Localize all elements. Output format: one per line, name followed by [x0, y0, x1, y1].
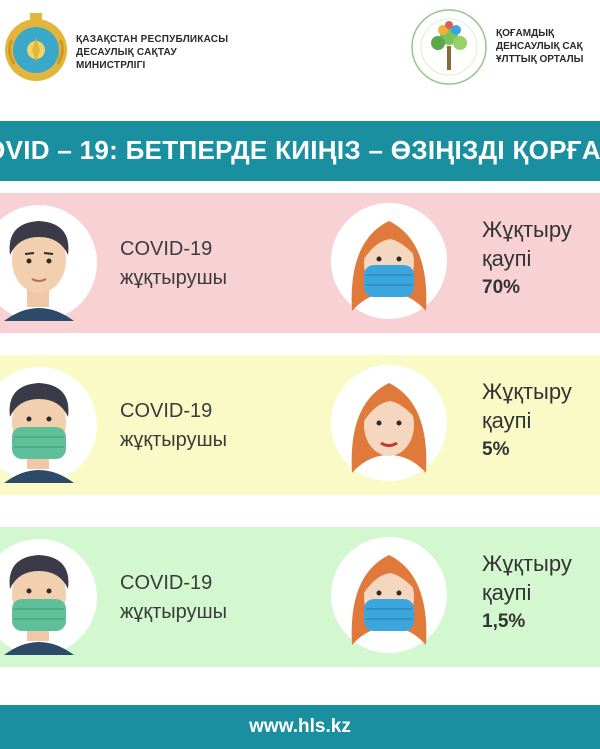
ministry-line: ҚАЗАҚСТАН РЕСПУБЛИКАСЫ [76, 34, 229, 45]
risk-title: Жұқтыру [482, 379, 572, 404]
ncph-line: ҚОҒАМДЫҚ [496, 28, 555, 39]
risk-label: Жұқтыру қаупі 70% [482, 215, 572, 302]
title-banner: COVID – 19: БЕТПЕРДЕ КИІҢІЗ – ӨЗІҢІЗДІ Қ… [0, 121, 600, 181]
carrier-title: COVID-19 [120, 238, 213, 260]
ncph-line: ҰЛТТЫҚ ОРТАЛЫ [496, 54, 584, 65]
woman-face-masked-icon [331, 537, 447, 653]
risk-percent: 1,5% [482, 611, 526, 632]
risk-title: Жұқтыру [482, 551, 572, 576]
website-link[interactable]: www.hls.kz [249, 716, 351, 737]
man-face-icon [0, 205, 97, 321]
page-title: COVID – 19: БЕТПЕРДЕ КИІҢІЗ – ӨЗІҢІЗДІ Қ… [0, 135, 600, 165]
footer-bar: www.hls.kz [0, 705, 600, 749]
ncph-name: ҚОҒАМДЫҚ ДЕНСАУЛЫҚ САҚ ҰЛТТЫҚ ОРТАЛЫ [496, 27, 583, 66]
risk-subtitle: қаупі [482, 246, 532, 271]
man-face-masked-icon [0, 539, 97, 655]
risk-subtitle: қаупі [482, 580, 532, 605]
carrier-title: COVID-19 [120, 400, 213, 422]
state-emblem-icon [5, 13, 67, 81]
carrier-subtitle: жұқтырушы [120, 601, 227, 623]
carrier-label: COVID-19 жұқтырушы [120, 569, 227, 627]
scenario-row: COVID-19 жұқтырушы Жұқтыру қаупі 5% [0, 355, 600, 495]
woman-face-masked-icon [331, 203, 447, 319]
risk-label: Жұқтыру қаупі 1,5% [482, 549, 572, 636]
header: ҚАЗАҚСТАН РЕСПУБЛИКАСЫ ДЕСАУЛЫҚ САҚТАУ М… [0, 0, 600, 100]
woman-face-icon [331, 365, 447, 481]
carrier-label: COVID-19 жұқтырушы [120, 397, 227, 455]
risk-percent: 70% [482, 277, 521, 298]
risk-label: Жұқтыру қаупі 5% [482, 377, 572, 464]
scenario-row: COVID-19 жұқтырушы Жұқтыру қаупі 1,5% [0, 527, 600, 667]
risk-percent: 5% [482, 439, 510, 460]
risk-subtitle: қаупі [482, 408, 532, 433]
carrier-subtitle: жұқтырушы [120, 429, 227, 451]
scenario-row: COVID-19 жұқтырушы Жұқтыру қаупі 70% [0, 193, 600, 333]
man-face-masked-icon [0, 367, 97, 483]
tree-logo-icon [411, 9, 487, 85]
carrier-subtitle: жұқтырушы [120, 267, 227, 289]
ncph-line: ДЕНСАУЛЫҚ САҚ [496, 41, 583, 52]
ministry-line: ДЕСАУЛЫҚ САҚТАУ [76, 47, 177, 58]
ministry-line: МИНИСТРЛІГІ [76, 60, 146, 71]
carrier-title: COVID-19 [120, 572, 213, 594]
risk-title: Жұқтыру [482, 217, 572, 242]
ministry-name: ҚАЗАҚСТАН РЕСПУБЛИКАСЫ ДЕСАУЛЫҚ САҚТАУ М… [76, 33, 228, 72]
carrier-label: COVID-19 жұқтырушы [120, 235, 227, 293]
